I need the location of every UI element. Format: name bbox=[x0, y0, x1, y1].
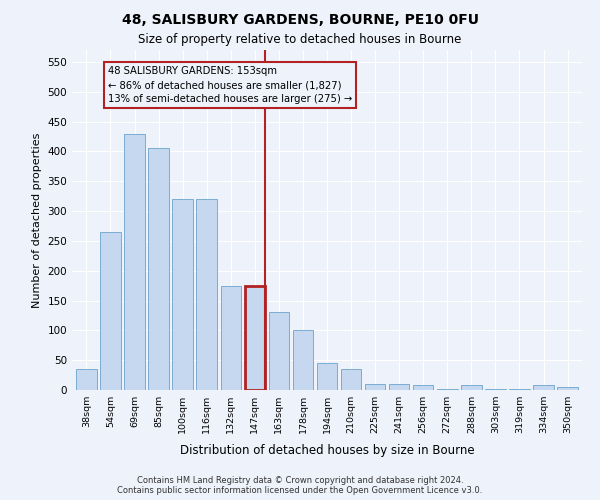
Text: 48, SALISBURY GARDENS, BOURNE, PE10 0FU: 48, SALISBURY GARDENS, BOURNE, PE10 0FU bbox=[121, 12, 479, 26]
Bar bbox=[100, 232, 121, 390]
Y-axis label: Number of detached properties: Number of detached properties bbox=[32, 132, 42, 308]
Bar bbox=[76, 369, 97, 390]
Bar bbox=[389, 384, 409, 390]
Bar bbox=[245, 286, 265, 390]
Bar bbox=[269, 312, 289, 390]
Bar bbox=[196, 199, 217, 390]
Bar bbox=[172, 199, 193, 390]
Bar bbox=[557, 387, 578, 390]
Bar bbox=[533, 385, 554, 390]
X-axis label: Distribution of detached houses by size in Bourne: Distribution of detached houses by size … bbox=[179, 444, 475, 458]
Text: Contains HM Land Registry data © Crown copyright and database right 2024.
Contai: Contains HM Land Registry data © Crown c… bbox=[118, 476, 482, 495]
Bar bbox=[485, 389, 506, 390]
Bar bbox=[413, 385, 433, 390]
Text: Size of property relative to detached houses in Bourne: Size of property relative to detached ho… bbox=[139, 32, 461, 46]
Bar bbox=[365, 384, 385, 390]
Bar bbox=[341, 369, 361, 390]
Bar bbox=[148, 148, 169, 390]
Bar bbox=[221, 286, 241, 390]
Bar bbox=[124, 134, 145, 390]
Text: 48 SALISBURY GARDENS: 153sqm
← 86% of detached houses are smaller (1,827)
13% of: 48 SALISBURY GARDENS: 153sqm ← 86% of de… bbox=[108, 66, 352, 104]
Bar bbox=[293, 330, 313, 390]
Bar bbox=[317, 363, 337, 390]
Bar bbox=[437, 389, 458, 390]
Bar bbox=[461, 385, 482, 390]
Bar bbox=[509, 389, 530, 390]
